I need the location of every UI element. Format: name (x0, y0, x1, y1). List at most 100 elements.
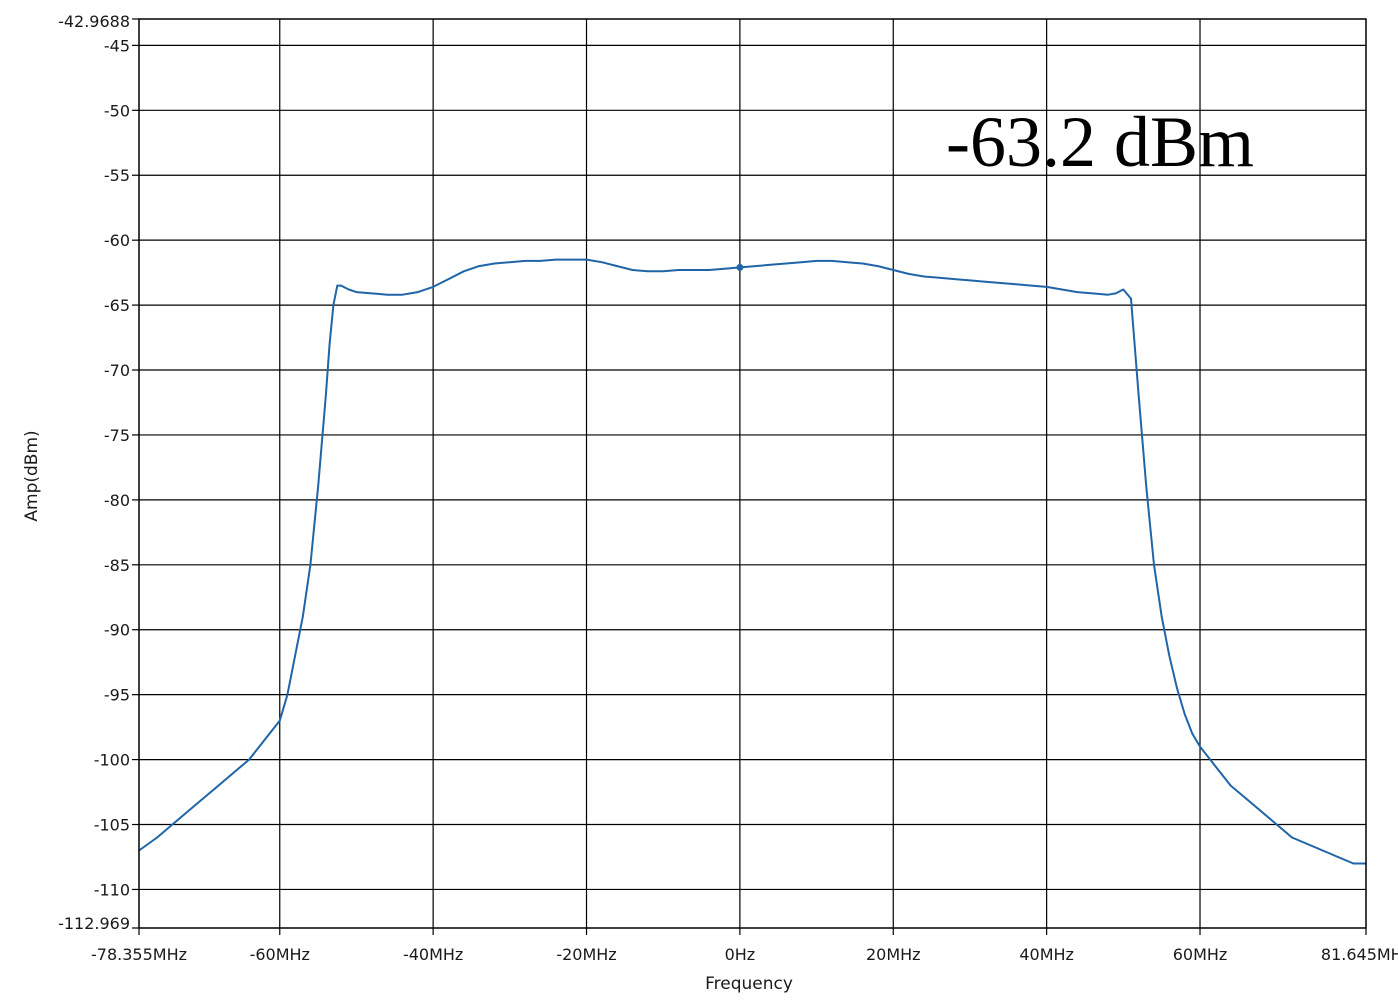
y-tick-label: -105 (94, 816, 130, 835)
trace-point (1199, 745, 1201, 748)
trace-layer (138, 258, 1367, 865)
trace-point (509, 261, 511, 264)
trace-point (1168, 654, 1171, 657)
trace-point (1114, 292, 1117, 295)
trace-point (1214, 765, 1217, 767)
trace-point (601, 261, 603, 264)
trace-point (1352, 862, 1355, 865)
trace-point (1229, 784, 1232, 787)
trace-point (401, 293, 404, 296)
trace-point (662, 270, 664, 273)
trace-point (723, 267, 726, 270)
trace-point (999, 282, 1002, 284)
trace-point (202, 797, 204, 800)
y-tick-label: -112.969 (58, 914, 130, 933)
trace-point (1153, 564, 1155, 566)
tick-layer: -42.9688 -45 -50 -55 -60 -65 -70 -75 -80 -85 -90 -9… (58, 12, 1398, 964)
trace-point (278, 719, 281, 722)
trace-point (386, 293, 388, 296)
trace-point (156, 836, 158, 839)
trace-point (631, 269, 634, 271)
trace-point (1137, 395, 1140, 397)
trace-point (754, 265, 757, 267)
y-tick-label: -85 (104, 556, 130, 575)
spectrum-trace (138, 258, 1366, 865)
trace-point (186, 810, 189, 813)
trace-point (328, 343, 331, 345)
trace-point (1191, 732, 1194, 735)
trace-point (1275, 823, 1278, 826)
trace-point (585, 258, 588, 261)
trace-point (815, 260, 818, 262)
y-tick-label: -65 (104, 296, 130, 315)
trace-point (616, 265, 618, 267)
trace-point (232, 771, 235, 774)
trace-point (463, 270, 465, 273)
y-tick-label: -45 (104, 36, 130, 55)
trace-point (1183, 713, 1186, 715)
y-tick-label: -110 (94, 880, 130, 899)
y-tick-label: -55 (104, 166, 130, 185)
trace-point (347, 288, 350, 291)
trace-point (846, 261, 849, 264)
x-tick-label: 0Hz (725, 945, 756, 964)
trace-point (1030, 284, 1033, 287)
y-tick-label: -60 (104, 231, 130, 250)
trace-point (923, 275, 925, 278)
trace-point (1045, 286, 1048, 288)
y-tick-label: -100 (94, 751, 130, 770)
trace-point (309, 564, 312, 566)
trace-point (416, 291, 419, 293)
trace-point (907, 273, 910, 275)
y-tick-label: -80 (104, 491, 130, 510)
trace-point (286, 693, 289, 696)
trace-point (708, 269, 711, 271)
trace-point (861, 262, 864, 265)
y-tick-label: -75 (104, 426, 130, 445)
trace-point (340, 284, 342, 287)
trace-point (693, 269, 695, 271)
trace-point (1260, 810, 1263, 813)
trace-point (1015, 283, 1017, 286)
trace-point (1306, 843, 1309, 845)
trace-point (969, 279, 971, 282)
x-tick-label: 40MHz (1019, 945, 1074, 964)
trace-point (317, 486, 319, 488)
trace-point (493, 262, 496, 265)
trace-point (217, 784, 220, 787)
trace-point (1291, 836, 1293, 839)
x-axis-label: Frequency (705, 974, 793, 994)
trace-point (332, 304, 335, 306)
x-tick-label: -40MHz (403, 945, 463, 964)
trace-point (1076, 291, 1079, 293)
trace-point (478, 265, 480, 267)
trace-point (171, 823, 174, 826)
trace-point (938, 277, 941, 279)
trace-point (877, 265, 879, 267)
trace-point (1245, 797, 1247, 800)
x-tick-label: 81.645MHz (1321, 945, 1398, 964)
trace-point (892, 269, 895, 271)
trace-point (324, 395, 327, 397)
trace-point (370, 292, 373, 295)
x-tick-label: 20MHz (866, 945, 921, 964)
y-tick-label: -50 (104, 101, 130, 120)
trace-point (1091, 292, 1094, 295)
trace-point (248, 758, 250, 761)
y-tick-label: -95 (104, 686, 130, 705)
x-tick-label: 60MHz (1173, 945, 1228, 964)
trace-point (785, 262, 787, 265)
power-annotation: -63.2 dBm (946, 102, 1254, 182)
y-tick-label: -90 (104, 621, 130, 640)
trace-point (570, 258, 572, 261)
trace-point (555, 258, 557, 261)
trace-point (647, 270, 649, 273)
x-tick-label: -60MHz (250, 945, 310, 964)
x-tick-label: -20MHz (556, 945, 616, 964)
trace-point (953, 278, 956, 280)
trace-point (769, 264, 772, 266)
trace-point (1321, 849, 1324, 852)
trace-point (447, 278, 450, 280)
center-marker (736, 263, 744, 271)
